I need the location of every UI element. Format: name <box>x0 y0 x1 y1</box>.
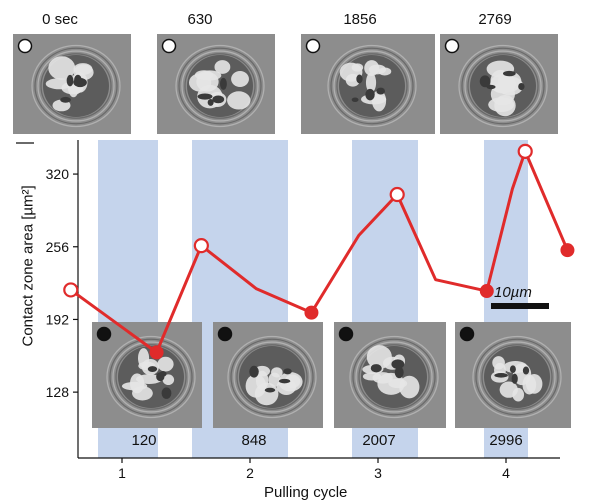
x-axis-label: Pulling cycle <box>264 484 348 501</box>
filled-marker <box>149 345 164 360</box>
filled-marker <box>560 243 575 258</box>
x-tick-label: 4 <box>502 465 510 481</box>
data-line <box>69 149 569 354</box>
top-time-label: 630 <box>187 11 213 28</box>
filled-marker <box>304 305 319 320</box>
open-marker <box>389 186 405 203</box>
bottom-time-label: 120 <box>131 432 157 449</box>
open-marker <box>63 282 79 298</box>
bottom-time-label: 2996 <box>489 432 523 449</box>
y-tick-label: 320 <box>46 166 70 182</box>
y-tick-label: 128 <box>46 384 70 400</box>
microscopy-image-pulled <box>334 322 446 428</box>
y-tick-label: 256 <box>46 239 70 255</box>
y-axis-label: Contact zone area [µm²] <box>19 185 37 347</box>
open-marker <box>517 143 533 159</box>
bottom-time-label: 2007 <box>362 432 396 449</box>
top-time-label: 2769 <box>478 11 512 28</box>
microscopy-image-relaxed <box>13 34 131 134</box>
scale-bar-label: 10µm <box>494 284 532 301</box>
microscopy-image-relaxed <box>440 34 558 134</box>
microscopy-image-pulled <box>455 322 571 428</box>
top-time-label: 0 sec <box>42 11 78 28</box>
bottom-time-label: 848 <box>241 432 267 449</box>
scale-bar <box>491 303 549 309</box>
x-tick-label: 3 <box>374 465 382 481</box>
microscopy-image-pulled <box>213 322 323 428</box>
microscopy-image-relaxed <box>301 34 435 134</box>
x-tick-label: 1 <box>118 465 126 481</box>
open-marker <box>193 238 209 254</box>
top-time-label: 1856 <box>343 11 377 28</box>
filled-marker <box>479 284 494 299</box>
y-tick-label: 192 <box>46 311 70 327</box>
x-tick-label: 2 <box>246 465 254 481</box>
microscopy-image-pulled <box>92 322 202 428</box>
microscopy-image-relaxed <box>157 34 275 134</box>
